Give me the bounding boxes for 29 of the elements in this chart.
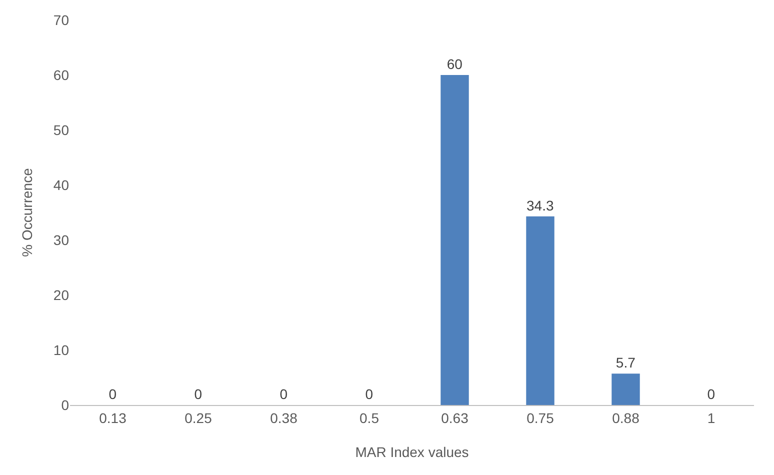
data-label: 60 [446,56,463,72]
data-label: 0 [707,386,716,402]
x-tick-label: 1 [707,410,716,426]
x-axis-title: MAR Index values [355,444,469,460]
y-tick-label: 20 [53,286,70,303]
x-tick-label: 0.5 [360,410,380,426]
data-label: 0 [194,386,202,402]
y-tick-label: 70 [53,12,70,28]
bar [440,75,469,405]
bar [612,374,640,405]
y-axis-title: % Occurrence [19,168,35,257]
x-tick-label: 0.38 [270,410,298,426]
y-tick-label: 0 [61,396,70,413]
data-label: 0 [365,386,374,402]
y-tick-label: 60 [53,66,70,83]
x-tick-label: 0.63 [441,410,469,426]
x-tick-label: 0.25 [184,410,212,426]
data-label: 0 [280,386,288,402]
y-tick-label: 40 [53,176,70,193]
x-tick-label: 0.75 [526,410,554,426]
x-tick-label: 0.13 [99,410,127,426]
y-tick-label: 10 [53,342,70,358]
data-label: 0 [108,386,117,402]
bar [526,216,554,405]
data-label: 5.7 [616,354,636,371]
y-tick-label: 30 [53,232,70,248]
y-tick-label: 50 [53,122,70,138]
x-tick-label: 0.88 [612,410,640,426]
data-label: 34.3 [526,197,554,214]
